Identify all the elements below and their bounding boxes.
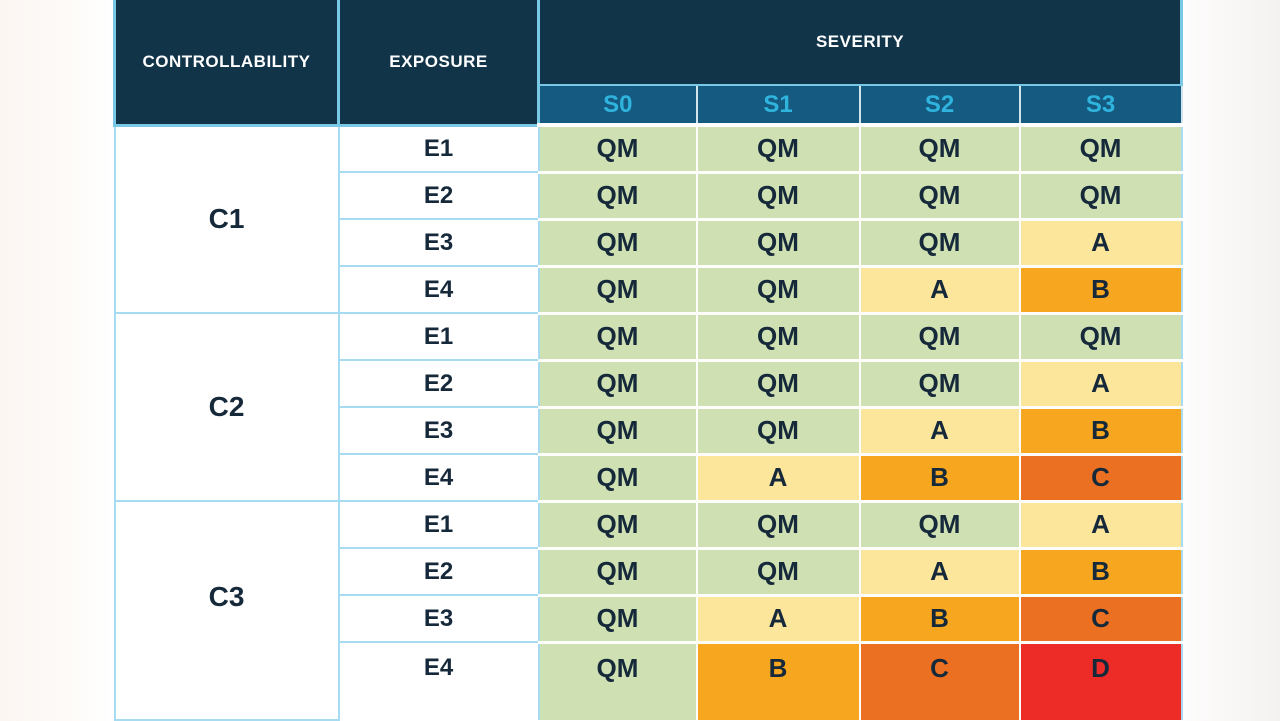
- table-row: E2 QM QM QM QM: [115, 170, 1183, 221]
- risk-cell: QM: [537, 405, 698, 456]
- exposure-label: E4: [337, 641, 540, 720]
- risk-cell: QM: [858, 170, 1021, 221]
- risk-cell: B: [1018, 405, 1183, 456]
- severity-level-s3: S3: [1018, 84, 1183, 127]
- controllability-label-c1: C1: [113, 124, 340, 314]
- table-row: C2 E1 QM QM QM QM: [113, 311, 1183, 502]
- exposure-label: E1: [337, 500, 540, 549]
- risk-cell: QM: [1018, 311, 1183, 362]
- severity-level-s0: S0: [537, 84, 698, 127]
- risk-cell: QM: [695, 358, 861, 409]
- table-row: E2 QM QM QM A: [115, 358, 1183, 409]
- risk-cell: QM: [1018, 170, 1183, 221]
- controllability-header: CONTROLLABILITY: [113, 0, 340, 127]
- risk-cell: A: [695, 452, 861, 503]
- risk-cell: QM: [695, 311, 861, 362]
- controllability-label-c3: C3: [113, 500, 340, 721]
- severity-level-s2: S2: [858, 84, 1021, 127]
- risk-cell: QM: [695, 499, 861, 550]
- table-row: E3 QM QM QM A: [115, 217, 1183, 268]
- risk-cell: QM: [858, 217, 1021, 268]
- risk-cell: A: [695, 593, 861, 644]
- table-row: E4 QM A B C: [115, 452, 1183, 503]
- risk-cell: QM: [858, 358, 1021, 409]
- risk-cell: QM: [695, 546, 861, 597]
- table-row: E3 QM A B C: [115, 593, 1183, 644]
- risk-cell: QM: [537, 546, 698, 597]
- risk-cell: QM: [537, 311, 698, 362]
- exposure-label: E2: [337, 547, 540, 596]
- severity-header: SEVERITY: [536, 0, 1184, 86]
- risk-cell: A: [858, 405, 1021, 456]
- exposure-label: E1: [337, 312, 540, 361]
- risk-cell: QM: [858, 311, 1021, 362]
- risk-cell: B: [858, 593, 1021, 644]
- risk-cell: A: [1018, 217, 1183, 268]
- risk-cell: B: [1018, 546, 1183, 597]
- risk-cell: QM: [537, 264, 698, 315]
- risk-cell: QM: [695, 217, 861, 268]
- table-row: C3 E1 QM QM QM A: [113, 499, 1183, 721]
- risk-cell: D: [1018, 640, 1183, 720]
- risk-cell: A: [1018, 358, 1183, 409]
- severity-level-s1: S1: [695, 84, 861, 127]
- risk-cell: QM: [537, 499, 698, 550]
- asil-risk-matrix-table: CONTROLLABILITY EXPOSURE SEVERITY S0 S1 …: [113, 0, 1184, 721]
- table-row: E3 QM QM A B: [115, 405, 1183, 456]
- left-margin: [0, 0, 113, 721]
- risk-cell: C: [1018, 452, 1183, 503]
- risk-cell: QM: [537, 170, 698, 221]
- risk-cell: QM: [858, 123, 1021, 174]
- risk-cell: B: [695, 640, 861, 720]
- risk-cell: B: [1018, 264, 1183, 315]
- risk-cell: A: [1018, 499, 1183, 550]
- table-row: E4 QM QM A B: [115, 264, 1183, 315]
- header-row: CONTROLLABILITY EXPOSURE SEVERITY: [113, 0, 1184, 127]
- exposure-header: EXPOSURE: [337, 0, 540, 127]
- risk-cell: QM: [537, 358, 698, 409]
- risk-cell: QM: [537, 123, 698, 174]
- risk-cell: C: [1018, 593, 1183, 644]
- exposure-label: E1: [337, 124, 540, 173]
- exposure-label: E3: [337, 406, 540, 455]
- risk-cell: A: [858, 546, 1021, 597]
- exposure-label: E3: [337, 218, 540, 267]
- right-margin: [1180, 0, 1280, 721]
- exposure-label: E2: [337, 171, 540, 220]
- table-row: E4 QM B C D: [115, 640, 1183, 720]
- risk-cell: QM: [1018, 123, 1183, 174]
- risk-cell: QM: [537, 217, 698, 268]
- exposure-label: E2: [337, 359, 540, 408]
- exposure-label: E4: [337, 265, 540, 314]
- risk-cell: QM: [537, 640, 698, 720]
- risk-cell: QM: [695, 170, 861, 221]
- risk-cell: C: [858, 640, 1021, 720]
- risk-cell: QM: [537, 593, 698, 644]
- risk-cell: QM: [695, 405, 861, 456]
- risk-cell: A: [858, 264, 1021, 315]
- risk-cell: QM: [537, 452, 698, 503]
- table-row: C1 E1 QM QM QM QM: [113, 123, 1183, 314]
- exposure-label: E3: [337, 594, 540, 643]
- risk-cell: B: [858, 452, 1021, 503]
- table-row: E2 QM QM A B: [115, 546, 1183, 597]
- risk-cell: QM: [695, 123, 861, 174]
- risk-cell: QM: [858, 499, 1021, 550]
- risk-cell: QM: [695, 264, 861, 315]
- exposure-label: E4: [337, 453, 540, 502]
- severity-levels-row: S0 S1 S2 S3: [115, 84, 1183, 127]
- controllability-label-c2: C2: [113, 312, 340, 502]
